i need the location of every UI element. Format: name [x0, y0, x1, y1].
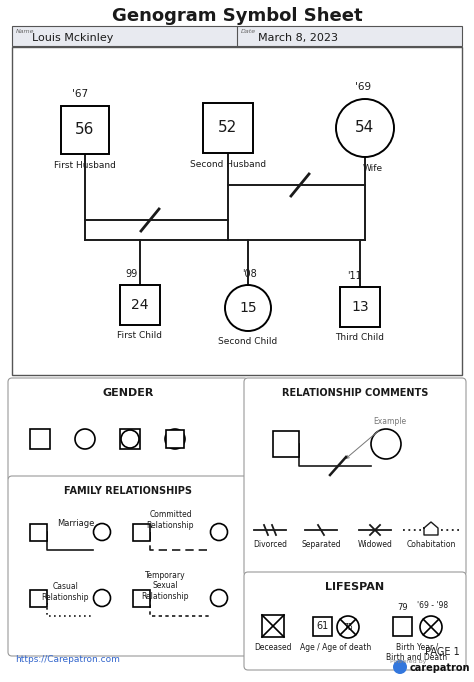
Text: LIFESPAN: LIFESPAN: [326, 582, 384, 592]
FancyBboxPatch shape: [244, 572, 466, 670]
Text: carepatron: carepatron: [410, 663, 471, 673]
Text: Temporary
Sexual
Relationship: Temporary Sexual Relationship: [142, 571, 189, 601]
Text: Cohabitation: Cohabitation: [406, 540, 456, 549]
Text: 79: 79: [398, 604, 408, 612]
FancyBboxPatch shape: [166, 430, 184, 448]
Text: Date: Date: [241, 29, 256, 34]
FancyBboxPatch shape: [340, 287, 380, 327]
Circle shape: [225, 285, 271, 331]
Circle shape: [93, 589, 110, 606]
Text: GENDER: GENDER: [102, 388, 154, 398]
Text: 54: 54: [356, 121, 374, 136]
FancyBboxPatch shape: [134, 524, 151, 541]
Text: Divorced: Divorced: [253, 540, 287, 549]
Text: Name: Name: [16, 29, 35, 34]
Text: Genogram Symbol Sheet: Genogram Symbol Sheet: [112, 7, 362, 25]
Text: RELATIONSHIP COMMENTS: RELATIONSHIP COMMENTS: [282, 388, 428, 398]
Text: Powered by: Powered by: [390, 659, 427, 664]
FancyBboxPatch shape: [8, 476, 248, 656]
Circle shape: [420, 616, 442, 638]
Text: Second Child: Second Child: [219, 337, 278, 346]
Text: March 8, 2023: March 8, 2023: [258, 33, 338, 43]
FancyBboxPatch shape: [12, 26, 462, 46]
FancyBboxPatch shape: [8, 378, 248, 481]
Circle shape: [121, 430, 139, 448]
Text: Birth Year /
Birth and Death: Birth Year / Birth and Death: [386, 643, 447, 662]
FancyBboxPatch shape: [120, 285, 160, 325]
Text: Second Husband: Second Husband: [190, 160, 266, 169]
FancyBboxPatch shape: [30, 589, 47, 606]
Text: Age / Age of death: Age / Age of death: [301, 643, 372, 652]
Circle shape: [337, 616, 359, 638]
FancyBboxPatch shape: [244, 378, 466, 576]
Text: Example: Example: [346, 417, 406, 458]
Text: Louis Mckinley: Louis Mckinley: [32, 33, 113, 43]
Circle shape: [75, 429, 95, 449]
FancyBboxPatch shape: [393, 617, 412, 636]
FancyBboxPatch shape: [273, 431, 299, 457]
Text: 75: 75: [343, 623, 353, 632]
Text: Casual
Relationship: Casual Relationship: [42, 582, 89, 602]
Text: First Child: First Child: [118, 331, 163, 340]
FancyBboxPatch shape: [313, 617, 332, 636]
Circle shape: [165, 429, 185, 449]
Text: Third Child: Third Child: [336, 333, 384, 342]
Circle shape: [336, 99, 394, 157]
Circle shape: [371, 429, 401, 459]
FancyBboxPatch shape: [120, 429, 140, 449]
Text: Separated: Separated: [301, 540, 341, 549]
FancyBboxPatch shape: [203, 103, 253, 153]
Text: 15: 15: [239, 301, 257, 315]
Text: 99: 99: [126, 269, 138, 279]
Text: '69: '69: [355, 82, 371, 92]
Text: Deceased: Deceased: [254, 643, 292, 652]
Text: '67: '67: [72, 89, 88, 99]
Text: Widowed: Widowed: [357, 540, 392, 549]
FancyBboxPatch shape: [61, 106, 109, 154]
FancyBboxPatch shape: [30, 429, 50, 449]
Text: '69 - '98: '69 - '98: [418, 602, 448, 610]
Text: https://Carepatron.com: https://Carepatron.com: [15, 655, 120, 664]
Text: Wife: Wife: [363, 164, 383, 173]
Text: 61: 61: [317, 621, 329, 631]
FancyBboxPatch shape: [262, 615, 284, 637]
Text: FAMILY RELATIONSHIPS: FAMILY RELATIONSHIPS: [64, 486, 192, 496]
Text: First Husband: First Husband: [54, 161, 116, 170]
Text: 24: 24: [131, 298, 149, 312]
Text: 13: 13: [351, 300, 369, 314]
Text: Committed
Relationship: Committed Relationship: [147, 510, 194, 530]
Circle shape: [93, 524, 110, 541]
Text: PAGE 1: PAGE 1: [425, 647, 460, 657]
Circle shape: [210, 524, 228, 541]
Text: Marriage: Marriage: [57, 520, 94, 529]
FancyBboxPatch shape: [12, 47, 462, 375]
Text: '11: '11: [347, 271, 363, 281]
Text: 52: 52: [219, 121, 237, 136]
Circle shape: [210, 589, 228, 606]
Text: 56: 56: [75, 123, 95, 138]
FancyBboxPatch shape: [30, 524, 47, 541]
FancyBboxPatch shape: [134, 589, 151, 606]
Circle shape: [393, 660, 407, 674]
Text: '08: '08: [243, 269, 257, 279]
